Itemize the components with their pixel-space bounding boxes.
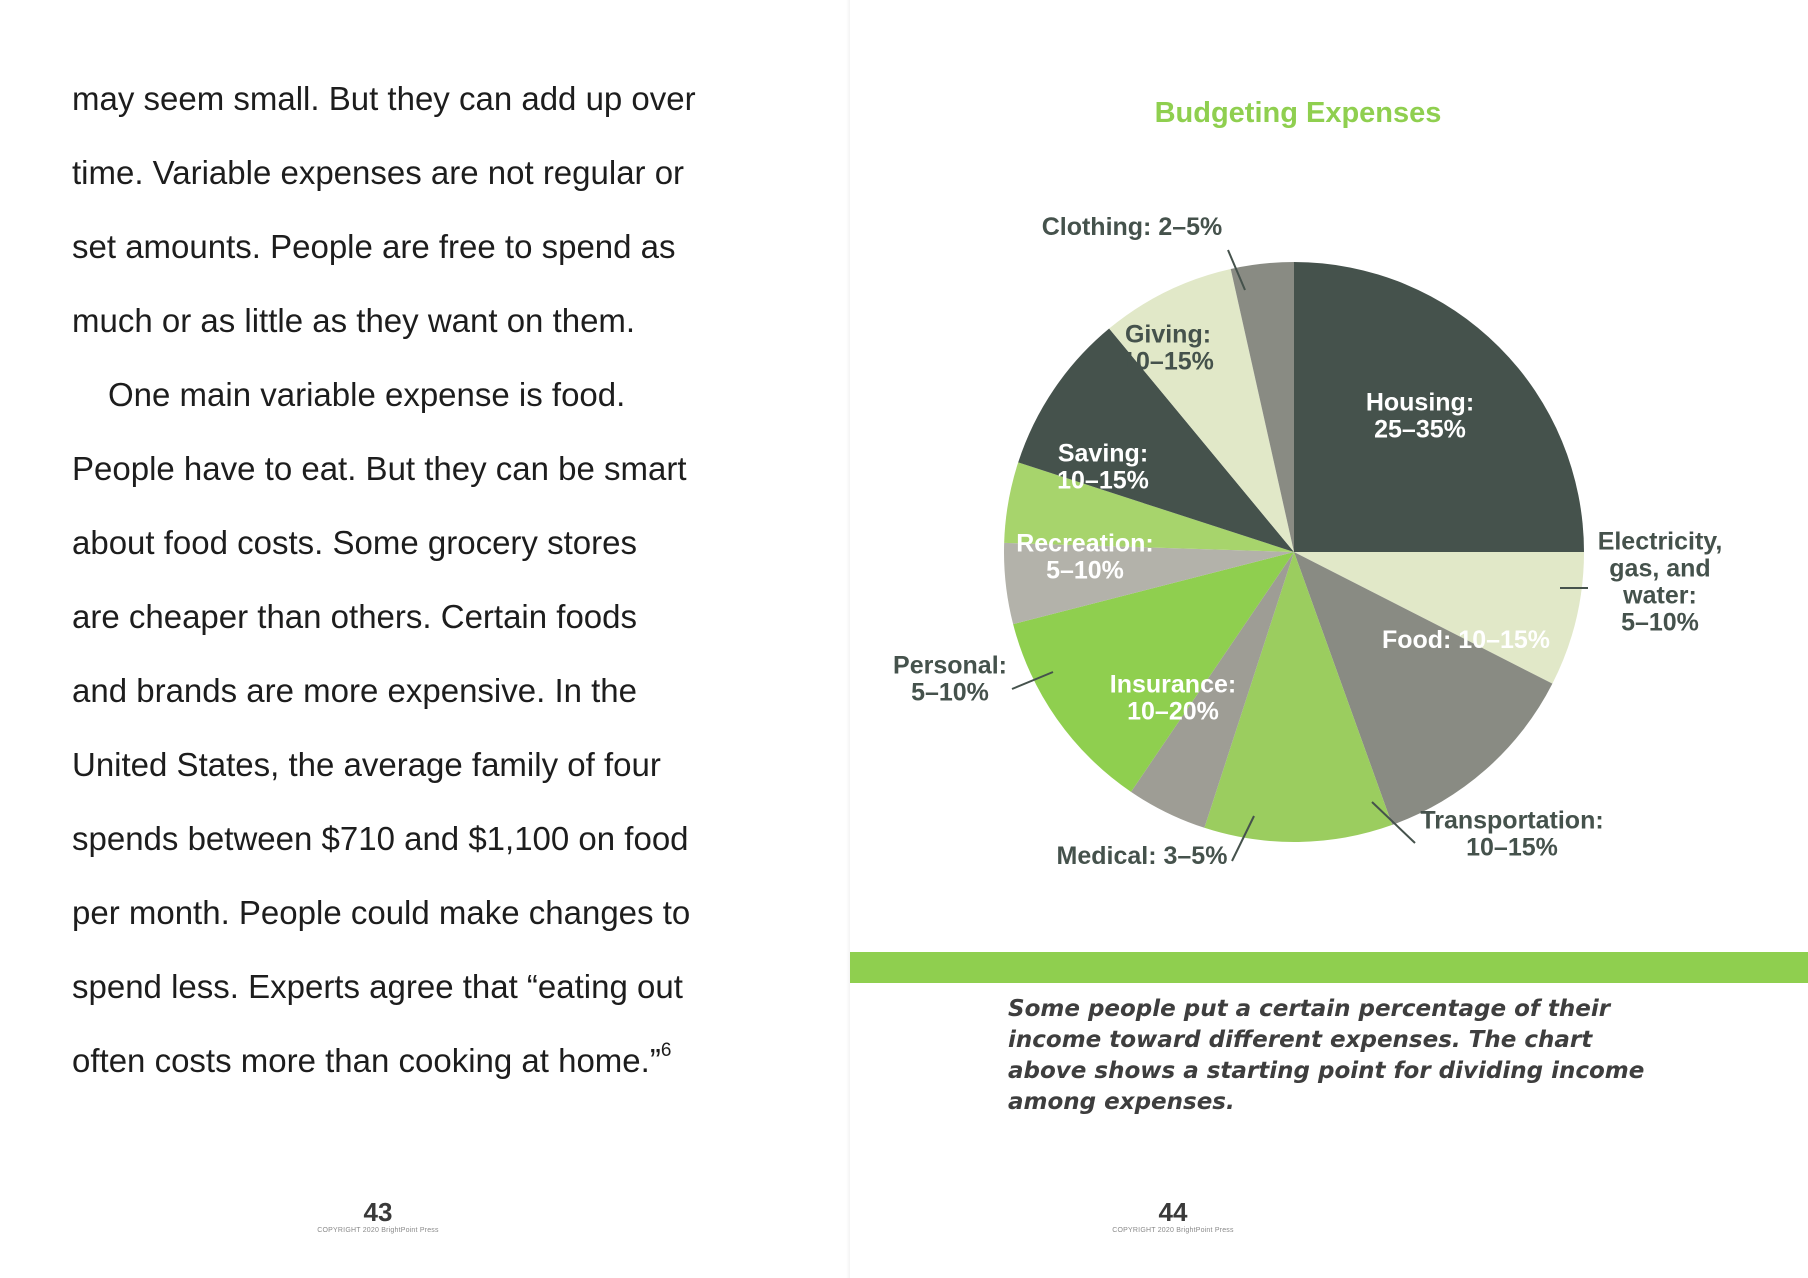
text-line: may seem small. But they can add up over bbox=[72, 80, 696, 117]
slice-label-line: water: bbox=[1622, 582, 1697, 610]
slice-label-line: 10–15% bbox=[1466, 834, 1558, 862]
copyright-notice: COPYRIGHT 2020 BrightPoint Press bbox=[1112, 1227, 1234, 1234]
body-text: may seem small. But they can add up over… bbox=[72, 62, 772, 1098]
text-line: set amounts. People are free to spend as bbox=[72, 228, 676, 265]
page-number: 44 bbox=[1158, 1197, 1188, 1227]
slice-label: Housing: 25–35% bbox=[1366, 389, 1474, 444]
pie-slice-electricity-gas-and-water bbox=[1294, 552, 1584, 684]
slice-label-line: Recreation: bbox=[1016, 530, 1154, 558]
chart-title: Budgeting Expenses bbox=[1155, 97, 1442, 129]
text-line: People have to eat. But they can be smar… bbox=[72, 450, 687, 487]
text-line: time. Variable expenses are not regular … bbox=[72, 154, 685, 191]
pie-slice-food bbox=[1294, 552, 1553, 825]
pie-slice-giving bbox=[1109, 268, 1294, 552]
slice-label-line: 5–10% bbox=[1046, 557, 1124, 585]
text-line: about food costs. Some grocery stores bbox=[72, 524, 637, 561]
pie-slice-transportation bbox=[1204, 552, 1393, 843]
figure-caption: Some people put a certain percentage of … bbox=[1008, 996, 1645, 1115]
copyright-notice: COPYRIGHT 2020 BrightPoint Press bbox=[317, 1227, 439, 1234]
pie-slice-personal bbox=[1003, 542, 1294, 625]
pie-slice-insurance bbox=[1013, 552, 1294, 792]
text-line: spends between $710 and $1,100 on food bbox=[72, 820, 689, 857]
leader-line bbox=[1231, 815, 1255, 862]
leader-line bbox=[1371, 801, 1416, 844]
text-line-content: often costs more than cooking at home.” bbox=[72, 1042, 661, 1079]
slice-label-line: gas, and bbox=[1609, 555, 1710, 583]
text-line: and brands are more expensive. In the bbox=[72, 672, 638, 709]
slice-label-line: Giving: bbox=[1125, 321, 1211, 349]
slice-label: Saving: 10–15% bbox=[1057, 440, 1149, 495]
text-line: per month. People could make changes to bbox=[72, 894, 691, 931]
slice-label-line: 25–35% bbox=[1374, 416, 1466, 444]
slice-label: Medical: 3–5% bbox=[1057, 842, 1228, 870]
leader-line bbox=[1011, 671, 1054, 690]
slice-label: Personal: 5–10% bbox=[893, 652, 1007, 707]
slice-label: Giving: 10–15% bbox=[1122, 321, 1214, 376]
slice-label-line: Food: 10–15% bbox=[1382, 626, 1550, 654]
text-line: spend less. Experts agree that “eating o… bbox=[72, 968, 683, 1005]
caption-accent-bar bbox=[850, 952, 1808, 983]
slice-label: Clothing: 2–5% bbox=[1042, 213, 1223, 241]
text-line: often costs more than cooking at home.”6 bbox=[72, 1024, 772, 1098]
slice-label-line: Saving: bbox=[1058, 440, 1148, 468]
pie-slice-clothing bbox=[1230, 262, 1294, 552]
page-number: 43 bbox=[363, 1197, 393, 1227]
slice-label: Electricity, gas, and water: 5–10% bbox=[1598, 528, 1723, 637]
slice-label-line: Housing: bbox=[1366, 389, 1474, 417]
slice-label-line: 10–15% bbox=[1057, 467, 1149, 495]
slice-label-line: 5–10% bbox=[1621, 609, 1699, 637]
slice-label-line: Clothing: 2–5% bbox=[1042, 213, 1223, 241]
slice-label: Insurance: 10–20% bbox=[1110, 671, 1236, 726]
footnote-reference[interactable]: 6 bbox=[660, 1040, 672, 1061]
pie-slice-medical bbox=[1131, 552, 1294, 828]
text-line: are cheaper than others. Certain foods bbox=[72, 598, 638, 635]
slice-label-line: Insurance: bbox=[1110, 671, 1236, 699]
slice-label-line: Electricity, bbox=[1598, 528, 1723, 556]
text-line: One main variable expense is food. bbox=[108, 376, 626, 413]
slice-labels: Housing: 25–35% Electricity, gas, and water:… bbox=[893, 213, 1722, 870]
slice-label: Recreation: 5–10% bbox=[1016, 530, 1154, 585]
slice-label-line: 10–20% bbox=[1127, 698, 1219, 726]
slice-label: Food: 10–15% bbox=[1382, 626, 1550, 654]
slice-label: Transportation: 10–15% bbox=[1420, 807, 1603, 862]
pie-slice-saving bbox=[1018, 328, 1294, 552]
slice-label-line: 10–15% bbox=[1122, 348, 1214, 376]
pie-slices bbox=[1003, 262, 1584, 843]
leader-line bbox=[1227, 249, 1246, 291]
pie-slice-recreation bbox=[1004, 462, 1294, 552]
slice-label-line: Personal: bbox=[893, 652, 1007, 680]
slice-label-line: Transportation: bbox=[1420, 807, 1603, 835]
leader-lines bbox=[1011, 249, 1588, 862]
text-line: United States, the average family of fou… bbox=[72, 746, 661, 783]
text-line: much or as little as they want on them. bbox=[72, 302, 636, 339]
pie-slice-housing bbox=[1294, 262, 1584, 552]
slice-label-line: 5–10% bbox=[911, 679, 989, 707]
slice-label-line: Medical: 3–5% bbox=[1057, 842, 1228, 870]
left-page: may seem small. But they can add up over… bbox=[0, 0, 850, 1278]
